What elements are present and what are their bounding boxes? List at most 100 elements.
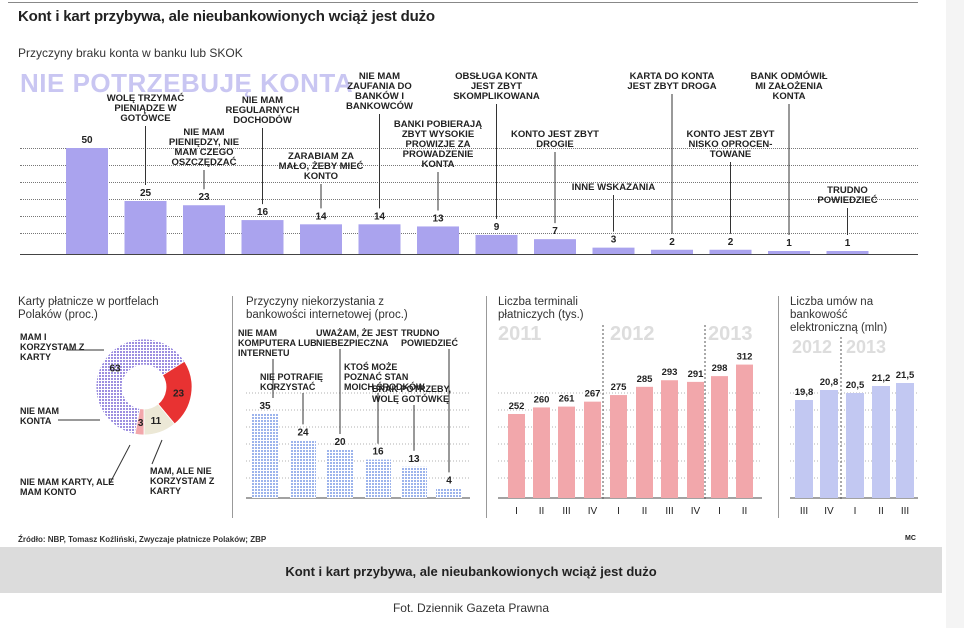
internet-bar-6 [436, 488, 462, 498]
bar-14 [826, 251, 869, 254]
quarter-label: I [617, 506, 620, 517]
internet-category-label: NIE MAM KOMPUTERA LUB INTERNETU [238, 328, 317, 358]
infographic-title: Kont i kart przybywa, ale nieubankowiony… [18, 8, 435, 25]
quarter-label: III [562, 506, 570, 517]
source-note: Źródło: NBP, Tomasz Koźliński, Zwyczaje … [18, 535, 267, 544]
year-label-2013: 2013 [846, 337, 886, 357]
bar-value-label: 13 [432, 213, 444, 224]
quarter-label: I [854, 506, 857, 517]
terminal-bar-value: 261 [559, 394, 576, 405]
donut-value-label: 23 [173, 388, 185, 399]
bar-13 [768, 251, 810, 254]
quarter-label: III [800, 506, 808, 517]
donut-value-label: 11 [151, 416, 162, 427]
gridline [20, 148, 918, 149]
author-signature: MC [905, 535, 916, 542]
bar-3 [183, 205, 225, 254]
gridline [20, 199, 918, 200]
internet-bar-value: 13 [408, 454, 420, 465]
category-label: BANKI POBIERAJĄ ZBYT WYSOKIE PROWIZJE ZA… [393, 119, 483, 170]
bar-value-label: 14 [374, 211, 386, 222]
terminal-bar-value: 293 [662, 367, 678, 378]
donut-slice-1 [95, 338, 186, 435]
year-label-2012: 2012 [610, 323, 655, 345]
terminal-bar-value: 298 [712, 363, 728, 374]
quarter-label: II [742, 506, 748, 517]
donut-category-label: MAM, ALE NIE KORZYSTAM Z KARTY [150, 466, 215, 496]
ebanking-bar-value: 20,8 [820, 377, 839, 388]
terminal-bar-value: 291 [688, 369, 705, 380]
terminal-bar-1 [508, 414, 525, 498]
bar-8 [475, 234, 518, 254]
category-label: TRUDNO POWIEDZIEĆ [817, 185, 878, 206]
quarter-label: III [901, 506, 909, 517]
internet-category-label: TRUDNO POWIEDZIEĆ [401, 328, 459, 348]
top-rule [8, 2, 918, 3]
donut-category-label: MAM I KORZYSTAM Z KARTY [20, 332, 85, 362]
quarter-label: II [642, 506, 648, 517]
caption-bar [0, 547, 942, 593]
bar-7 [417, 226, 459, 254]
bar-11 [651, 249, 693, 254]
quarter-label: IV [691, 506, 701, 517]
bar-value-label: 23 [198, 192, 210, 203]
terminal-bar-4 [584, 401, 601, 498]
bar-1 [66, 148, 108, 254]
ebanking-bar-3 [846, 393, 864, 498]
bar-4 [241, 220, 284, 254]
ebanking-section-title: Liczba umów na bankowość elektroniczną (… [790, 296, 888, 334]
terminal-bar-9 [711, 376, 728, 498]
quarter-label: I [515, 506, 518, 517]
year-label-2011: 2011 [498, 323, 541, 345]
category-label: ZARABIAM ZA MAŁO, ŻEBY MIEĆ KONTO [278, 151, 364, 182]
bar-value-label: 2 [669, 237, 675, 248]
terminal-bar-value: 312 [737, 352, 753, 363]
section-divider [778, 296, 779, 518]
terminal-bar-value: 260 [534, 394, 550, 405]
donut-slice-4 [134, 408, 145, 436]
ebanking-bar-value: 19,8 [795, 387, 814, 398]
bar-value-label: 25 [140, 188, 152, 199]
ebanking-bar-1 [795, 400, 813, 498]
leader-line [109, 444, 131, 484]
gridline [20, 216, 918, 217]
bar-value-label: 16 [257, 207, 269, 218]
quarter-label: III [665, 506, 673, 517]
gridline [20, 165, 918, 166]
bar-12 [709, 249, 752, 254]
terminal-bar-3 [558, 406, 575, 498]
terminal-bar-2 [533, 407, 550, 498]
terminal-bar-value: 285 [637, 374, 654, 385]
bar-value-label: 7 [552, 226, 558, 237]
internet-bar-3 [327, 450, 353, 498]
bar-2 [124, 201, 167, 254]
donut-value-label: 63 [109, 363, 121, 374]
category-label: NIE MAM REGULARNYCH DOCHODÓW [225, 95, 300, 126]
terminal-bar-value: 275 [611, 382, 628, 393]
bar-10 [592, 247, 635, 254]
internet-bar-5 [401, 466, 427, 498]
category-label: INNE WSKAZANIA [571, 182, 656, 193]
bar-value-label: 2 [728, 237, 734, 248]
internet-banking-section-title: Przyczyny niekorzystania z bankowości in… [246, 296, 408, 321]
terminal-bar-10 [736, 364, 753, 498]
quarter-label: I [718, 506, 721, 517]
category-label: WOLĘ TRZYMAĆ PIENIĄDZE W GOTÓWCE [106, 93, 185, 124]
category-label: NIE MAM ZAUFANIA DO BANKÓW I BANKOWCÓW [345, 71, 413, 112]
bar-value-label: 1 [786, 238, 792, 249]
category-label: NIE MAM PIENIĘDZY, NIE MAM CZEGO OSZCZĘD… [168, 127, 240, 168]
cards-section-title: Karty płatnicze w portfelach Polaków (pr… [18, 296, 159, 321]
category-label: BANK ODMÓWIŁ MI ZAŁOŻENIA KONTA [750, 71, 828, 102]
bar-value-label: 3 [611, 235, 617, 246]
bar-value-label: 50 [81, 135, 93, 146]
internet-bar-value: 16 [372, 447, 384, 458]
terminal-bar-7 [661, 380, 678, 498]
ebanking-bar-4 [872, 386, 890, 498]
big-category-label: NIE POTRZEBUJĘ KONTA [20, 68, 354, 98]
internet-bar-2 [290, 440, 316, 498]
section-divider [486, 296, 487, 518]
ebanking-bar-5 [896, 383, 914, 498]
terminal-bar-6 [636, 386, 653, 498]
section-divider [232, 296, 233, 518]
